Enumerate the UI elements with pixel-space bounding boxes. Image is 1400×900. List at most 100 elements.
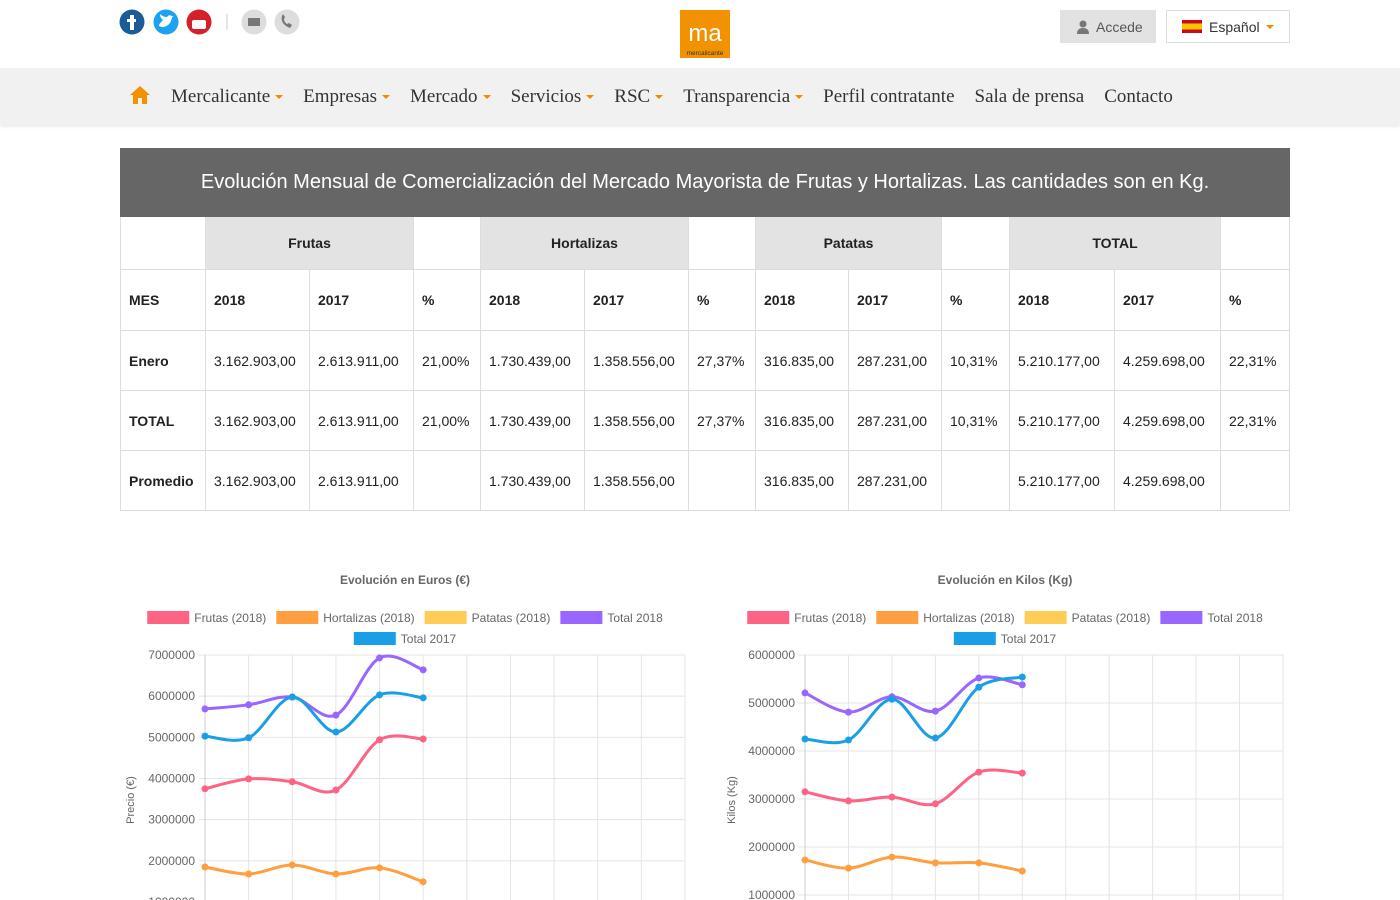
phone-glyph — [281, 14, 292, 28]
legend-swatch — [147, 611, 190, 624]
data-point — [844, 797, 852, 805]
youtube-glyph — [192, 20, 206, 29]
empty-cell — [413, 216, 481, 270]
legend-swatch — [747, 611, 790, 624]
table-cell: 4.259.698,00 — [1114, 450, 1221, 511]
column-header: % — [688, 269, 756, 331]
legend-label: Patatas (2018) — [472, 611, 551, 625]
data-point — [844, 864, 852, 872]
home-icon[interactable] — [129, 85, 151, 105]
table-row: Enero 3.162.903,00 2.613.911,00 21,00% 1.730… — [120, 330, 1291, 391]
legend-label: Frutas (2018) — [194, 611, 266, 625]
login-label: Accede — [1096, 18, 1143, 35]
facebook-glyph — [127, 19, 136, 22]
y-tick-label: 1000000 — [748, 888, 795, 900]
legend-label: Hortalizas (2018) — [923, 611, 1014, 625]
legend-label: Total 2018 — [607, 611, 663, 625]
table-cell: 287.231,00 — [848, 330, 942, 391]
nav-item[interactable]: RSC — [614, 86, 663, 108]
data-point — [332, 786, 340, 794]
legend-swatch — [1160, 611, 1203, 624]
table-cell: 287.231,00 — [848, 450, 942, 511]
table-cell: 5.210.177,00 — [1009, 450, 1115, 511]
data-point — [419, 694, 427, 702]
table-row: Promedio 3.162.903,00 2.613.911,00 1.730.43… — [120, 450, 1291, 511]
table-cell: 316.835,00 — [755, 450, 849, 511]
series-line — [204, 863, 424, 884]
table-cell: 316.835,00 — [755, 330, 849, 391]
legend-label: Frutas (2018) — [794, 611, 866, 625]
table-cell: 1.358.556,00 — [584, 390, 689, 451]
column-header: % — [941, 269, 1010, 331]
y-axis-label: Kilos (Kg) — [726, 776, 738, 824]
data-point — [1018, 673, 1026, 681]
data-point — [931, 859, 939, 867]
y-tick-label: 2000000 — [748, 840, 795, 854]
table-cell: 1.730.439,00 — [480, 390, 585, 451]
group-header: Patatas — [755, 216, 942, 270]
data-point — [245, 870, 253, 878]
table-cell — [1219, 450, 1291, 511]
data-point — [332, 870, 340, 878]
data-point — [201, 785, 209, 793]
column-header: 2018 — [480, 269, 585, 331]
data-point — [419, 878, 427, 886]
nav-item[interactable]: Transparencia — [683, 86, 803, 108]
charts: Evolución en Euros (€) Precio (€) 1000000 2… — [125, 573, 1284, 900]
table-cell: 5.210.177,00 — [1009, 330, 1115, 391]
y-tick-label: 6000000 — [148, 689, 195, 703]
data-point — [376, 736, 384, 744]
facebook-glyph — [130, 15, 134, 30]
column-header: 2017 — [584, 269, 689, 331]
nav-item[interactable]: Sala de prensa — [974, 85, 1085, 107]
table-cell: 22,31% — [1219, 390, 1291, 451]
data-point — [888, 695, 896, 703]
table-cell: 4.259.698,00 — [1114, 390, 1221, 451]
data-point — [376, 864, 384, 872]
data-point — [201, 732, 209, 740]
table-cell: 3.162.903,00 — [205, 450, 310, 511]
legend-swatch — [1024, 611, 1067, 624]
table-cell — [688, 450, 756, 511]
nav-item[interactable]: Perfil contratante — [823, 85, 955, 107]
data-point — [888, 853, 896, 861]
series-line — [804, 855, 1023, 873]
data-point — [245, 701, 253, 709]
nav-item[interactable]: Servicios — [511, 86, 595, 108]
data-point — [801, 856, 809, 864]
language-button[interactable]: Español — [1166, 10, 1290, 43]
empty-cell — [1219, 216, 1291, 270]
logo[interactable] — [680, 10, 730, 58]
y-tick-label: 3000000 — [148, 813, 195, 827]
column-header: 2018 — [1009, 269, 1115, 331]
nav-item[interactable]: Mercado — [410, 86, 491, 108]
group-header: Hortalizas — [480, 216, 689, 270]
data-point — [931, 734, 939, 742]
y-tick-label: 1000000 — [148, 895, 195, 900]
empty-cell — [688, 216, 756, 270]
table-cell: 2.613.911,00 — [309, 450, 414, 511]
data-point — [288, 693, 296, 701]
group-header: Frutas — [205, 216, 414, 270]
data-point — [844, 736, 852, 744]
data-point — [288, 861, 296, 869]
legend-swatch — [953, 632, 996, 645]
nav-item[interactable]: Mercalicante — [171, 86, 283, 108]
phone-icon[interactable] — [274, 9, 300, 35]
navbar: Mercalicante Empresas Mercado Servicios RSC T… — [0, 68, 1400, 125]
y-axis-label: Precio (€) — [125, 776, 137, 824]
nav-item[interactable]: Empresas — [303, 86, 390, 108]
nav-item[interactable]: Contacto — [1104, 85, 1173, 107]
table-cell: 5.210.177,00 — [1009, 390, 1115, 451]
title-row: Evolución Mensual de Comercialización de… — [119, 148, 1291, 217]
login-button[interactable]: Accede — [1060, 10, 1156, 43]
data-point — [245, 775, 253, 783]
data-point — [201, 705, 209, 713]
data-point — [245, 734, 253, 742]
table-cell: 21,00% — [413, 330, 481, 391]
data-point — [844, 708, 852, 716]
table-cell — [413, 450, 481, 511]
series-line — [204, 691, 424, 742]
language-label: Español — [1209, 18, 1260, 35]
